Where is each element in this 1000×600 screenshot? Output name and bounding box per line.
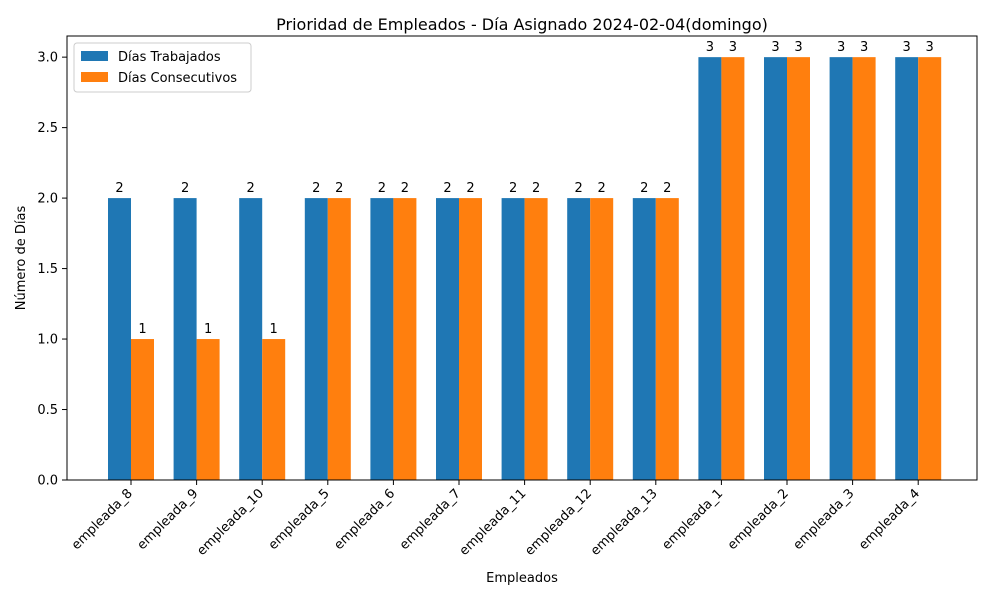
- x-tick-label: empleada_7: [397, 486, 464, 553]
- bar-dias-trabajados-empleada_2: [764, 57, 787, 481]
- data-label: 2: [401, 181, 409, 196]
- data-label: 2: [115, 181, 123, 196]
- x-tick-label: empleada_10: [194, 486, 267, 559]
- data-labels-group: 2 2 2 2 2 2 2 2 23 3 3 31 1 12 2 2 2 2 23 3 3 3: [115, 40, 933, 337]
- data-label: 1: [204, 322, 212, 337]
- bar-dias-consecutivos-empleada_10: [262, 339, 286, 480]
- legend-label: Días Consecutivos: [118, 71, 237, 86]
- data-label: 2: [466, 181, 474, 196]
- bar-dias-consecutivos-empleada_5: [327, 198, 351, 480]
- bar-dias-consecutivos-empleada_9: [196, 339, 220, 480]
- bar-dias-consecutivos-empleada_13: [655, 198, 679, 480]
- legend-swatch: [81, 51, 108, 61]
- bar-dias-trabajados-empleada_10: [239, 198, 263, 480]
- data-label: 2: [335, 181, 343, 196]
- data-label: 3: [837, 40, 845, 55]
- bar-dias-trabajados-empleada_8: [108, 198, 131, 480]
- bar-dias-trabajados-empleada_9: [173, 198, 197, 480]
- bar-dias-trabajados-empleada_13: [632, 198, 656, 480]
- bar-dias-trabajados-empleada_7: [436, 198, 459, 480]
- x-tick-label: empleada_3: [791, 486, 858, 553]
- data-label: 3: [706, 40, 714, 55]
- legend: Días Trabajados Días Consecutivos: [73, 42, 252, 93]
- x-tick-label: empleada_11: [457, 486, 530, 559]
- data-label: 3: [903, 40, 911, 55]
- data-label: 2: [181, 181, 189, 196]
- data-label: 2: [598, 181, 606, 196]
- data-label: 1: [138, 322, 146, 337]
- y-tick-label: 1.5: [37, 262, 58, 277]
- data-label: 3: [794, 40, 802, 55]
- data-label: 2: [640, 181, 648, 196]
- y-tick-label: 1.0: [37, 333, 58, 348]
- bar-dias-consecutivos-empleada_7: [459, 198, 482, 480]
- x-tick-label: empleada_4: [856, 486, 923, 553]
- data-label: 2: [509, 181, 517, 196]
- data-label: 2: [247, 181, 255, 196]
- legend-label: Días Trabajados: [118, 50, 221, 65]
- bar-dias-consecutivos-empleada_4: [918, 57, 942, 481]
- bar-dias-trabajados-empleada_1: [698, 57, 722, 481]
- data-label: 3: [926, 40, 934, 55]
- data-label: 2: [443, 181, 451, 196]
- bar-dias-trabajados-empleada_5: [304, 198, 328, 480]
- y-tick-label: 0.0: [37, 474, 58, 489]
- x-tick-label: empleada_2: [725, 486, 792, 553]
- bar-dias-consecutivos-empleada_12: [590, 198, 614, 480]
- data-label: 3: [860, 40, 868, 55]
- x-axis: empleada_8empleada_9empleada_10empleada_…: [69, 480, 923, 559]
- legend-swatch: [81, 72, 108, 82]
- bars-group: [108, 57, 942, 481]
- x-tick-label: empleada_12: [522, 486, 595, 559]
- y-axis: 0.0 0.5 1.0 1.5 2.0 2.5 3.0: [37, 51, 67, 489]
- x-tick-label: empleada_8: [69, 486, 136, 553]
- bar-dias-trabajados-empleada_3: [829, 57, 853, 481]
- data-label: 2: [312, 181, 320, 196]
- y-axis-title: Número de Días: [14, 206, 29, 311]
- x-tick-label: empleada_5: [266, 486, 333, 553]
- bar-dias-trabajados-empleada_6: [370, 198, 394, 480]
- bar-dias-trabajados-empleada_4: [895, 57, 919, 481]
- bar-dias-trabajados-empleada_11: [501, 198, 525, 480]
- data-label: 3: [771, 40, 779, 55]
- chart-title: Prioridad de Empleados - Día Asignado 20…: [276, 15, 768, 34]
- bar-dias-consecutivos-empleada_6: [393, 198, 417, 480]
- y-tick-label: 0.5: [37, 403, 58, 418]
- y-tick-label: 2.0: [37, 192, 58, 207]
- data-label: 3: [729, 40, 737, 55]
- plot-frame: [66, 35, 978, 481]
- x-tick-label: empleada_6: [331, 486, 398, 553]
- bar-dias-consecutivos-empleada_11: [524, 198, 548, 480]
- data-label: 2: [532, 181, 540, 196]
- bar-dias-consecutivos-empleada_8: [131, 339, 154, 480]
- bar-dias-consecutivos-empleada_2: [787, 57, 810, 481]
- legend-box: [73, 42, 252, 93]
- data-label: 1: [270, 322, 278, 337]
- x-tick-label: empleada_9: [135, 486, 202, 553]
- bar-dias-consecutivos-empleada_3: [852, 57, 876, 481]
- data-label: 2: [663, 181, 671, 196]
- y-tick-label: 2.5: [37, 121, 58, 136]
- bar-dias-trabajados-empleada_12: [567, 198, 591, 480]
- data-label: 2: [378, 181, 386, 196]
- y-tick-label: 3.0: [37, 51, 58, 66]
- x-axis-title: Empleados: [486, 571, 558, 586]
- x-tick-label: empleada_13: [588, 486, 661, 559]
- data-label: 2: [575, 181, 583, 196]
- bar-dias-consecutivos-empleada_1: [721, 57, 745, 481]
- x-tick-label: empleada_1: [659, 486, 726, 553]
